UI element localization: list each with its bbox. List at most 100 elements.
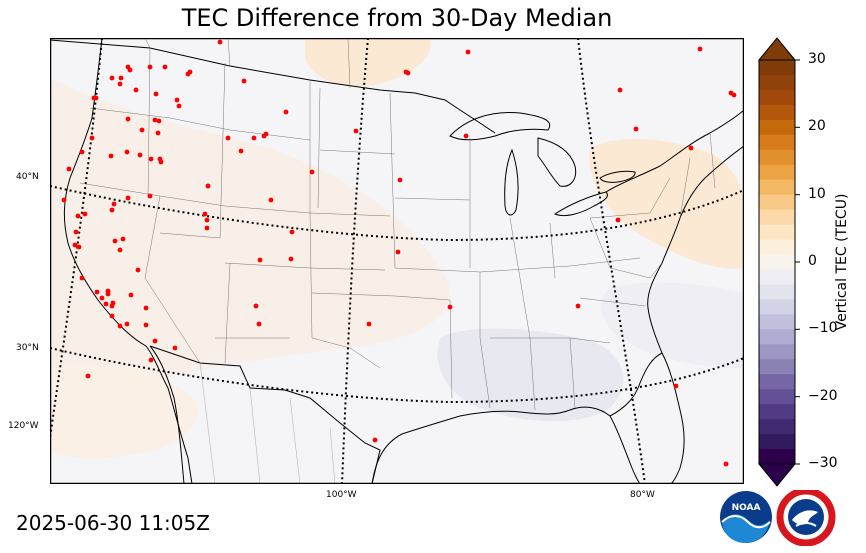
colorbar-tick-20: 20 — [808, 118, 826, 134]
station-marker — [673, 383, 679, 389]
east-coast — [647, 145, 744, 354]
longitude-80-line — [577, 38, 646, 484]
colorbar-band — [759, 239, 795, 256]
lake-ontario — [599, 170, 636, 183]
gulf-coast — [371, 406, 641, 484]
canada-east-border — [605, 109, 744, 193]
graticule — [50, 38, 744, 484]
station-marker — [79, 275, 85, 281]
station-marker — [256, 321, 262, 327]
station-marker — [61, 197, 67, 203]
longitude-100-line — [341, 38, 369, 484]
colorbar-top-extension — [757, 37, 797, 61]
us-canada-border — [50, 39, 496, 134]
station-marker — [205, 183, 211, 189]
station-marker — [110, 300, 116, 306]
gnss-stations — [61, 39, 737, 467]
station-marker — [137, 152, 143, 158]
station-marker — [447, 304, 453, 310]
station-marker — [405, 70, 411, 76]
colorbar-band — [759, 389, 795, 405]
latitude-30-line — [50, 347, 744, 404]
station-marker — [148, 156, 154, 162]
station-marker — [723, 461, 729, 467]
lake-superior — [449, 111, 551, 141]
station-marker — [103, 301, 109, 307]
station-marker — [111, 201, 117, 207]
tec-warm-patch-southwest — [50, 364, 198, 458]
colorbar-band — [759, 404, 795, 420]
station-marker — [143, 322, 149, 328]
station-marker — [82, 211, 88, 217]
station-marker — [288, 256, 294, 262]
noaa-logo-text: NOAA — [732, 503, 761, 513]
station-marker — [66, 166, 72, 172]
latitude-label-40: 40°N — [16, 172, 39, 182]
colorbar-band — [759, 254, 795, 270]
station-marker — [147, 64, 153, 70]
colorbar-band — [759, 134, 795, 151]
station-marker — [688, 145, 694, 151]
station-marker — [217, 39, 223, 45]
station-marker — [152, 117, 158, 123]
station-marker — [465, 49, 471, 55]
station-marker — [117, 247, 123, 253]
station-marker — [118, 75, 124, 81]
colorbar-tick-minus-20: −20 — [808, 388, 838, 404]
colorbar-band — [759, 164, 795, 181]
colorbar-band — [759, 434, 795, 450]
colorbar-ticks — [795, 59, 800, 465]
colorbar-tick-10: 10 — [808, 186, 826, 202]
station-marker — [148, 357, 154, 363]
station-marker — [79, 149, 85, 155]
colorbar-band — [759, 194, 795, 211]
station-marker — [155, 130, 161, 136]
longitude-label-100: 100°W — [326, 490, 357, 500]
station-marker — [135, 267, 141, 273]
agency-logos: NOAA — [720, 490, 836, 546]
tec-cool-patch-east — [601, 282, 744, 368]
station-marker — [152, 338, 158, 344]
station-marker — [112, 238, 118, 244]
station-marker — [185, 71, 191, 77]
station-marker — [125, 116, 131, 122]
colorbar-band — [759, 299, 795, 315]
colorbar-band — [759, 60, 795, 76]
station-marker — [731, 92, 737, 98]
colorbar-band — [759, 104, 795, 121]
lake-huron — [537, 137, 577, 187]
station-marker — [257, 257, 263, 263]
colorbar-tick-30: 30 — [808, 51, 826, 67]
station-marker — [289, 229, 295, 235]
colorbar-band — [759, 374, 795, 390]
colorbar-band — [759, 314, 795, 330]
station-marker — [251, 135, 257, 141]
lake-michigan — [504, 148, 519, 216]
station-marker — [204, 217, 210, 223]
florida-coast — [609, 352, 685, 484]
map-title: TEC Difference from 30-Day Median — [181, 4, 613, 32]
station-marker — [395, 249, 401, 255]
colorbar-band — [759, 269, 795, 285]
station-marker — [147, 193, 153, 199]
station-marker — [143, 305, 149, 311]
station-marker — [697, 46, 703, 52]
station-marker — [253, 303, 259, 309]
state-boundaries — [79, 47, 716, 411]
station-marker — [158, 159, 164, 165]
station-marker — [94, 289, 100, 295]
colorbar-tick-0: 0 — [808, 253, 817, 269]
colorbar-bottom-extension — [757, 463, 797, 487]
us-mexico-border — [149, 345, 381, 484]
station-marker — [105, 288, 111, 294]
station-marker — [204, 225, 210, 231]
colorbar-band — [759, 74, 795, 91]
nws-logo — [776, 490, 836, 546]
station-marker — [153, 91, 159, 97]
tec-warm-patch-north — [305, 38, 431, 87]
station-marker — [372, 437, 378, 443]
tec-map — [50, 38, 744, 484]
baja-coast — [149, 345, 185, 484]
station-marker — [241, 78, 247, 84]
timestamp: 2025-06-30 11:05Z — [16, 511, 210, 535]
